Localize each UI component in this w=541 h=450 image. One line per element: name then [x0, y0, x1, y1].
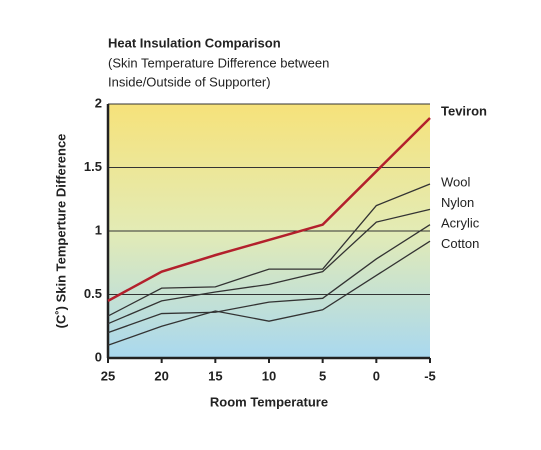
y-tick-label: 1.5 [84, 159, 102, 174]
x-tick-label: -5 [424, 368, 436, 383]
x-tick-label: 5 [319, 368, 326, 383]
y-tick-label: 1 [95, 222, 102, 237]
series-line [107, 183, 431, 317]
series-line [107, 117, 431, 302]
legend-label: Nylon [441, 195, 474, 210]
y-tick-label: 2 [95, 95, 102, 110]
y-tick-label: 0 [95, 349, 102, 364]
chart-subtitle: Inside/Outside of Supporter) [108, 74, 271, 89]
chart-subtitle: (Skin Temperature Difference between [108, 55, 329, 70]
x-tick-label: 20 [154, 368, 168, 383]
legend-label: Wool [441, 174, 470, 189]
legend-label: Acrylic [441, 215, 480, 230]
x-tick-label: 25 [101, 368, 115, 383]
legend-label: Teviron [441, 103, 487, 118]
series-line [107, 240, 431, 346]
x-tick-label: 10 [262, 368, 276, 383]
x-tick-label: 0 [373, 368, 380, 383]
series-line [107, 208, 431, 325]
y-tick-label: 0.5 [84, 286, 102, 301]
legend-label: Cotton [441, 236, 479, 251]
y-axis-label: (C˚) Skin Temperture Difference [53, 134, 68, 329]
chart-title: Heat Insulation Comparison [108, 35, 281, 50]
x-axis-label: Room Temperature [210, 394, 328, 409]
x-tick-label: 15 [208, 368, 222, 383]
series-line [107, 224, 431, 334]
